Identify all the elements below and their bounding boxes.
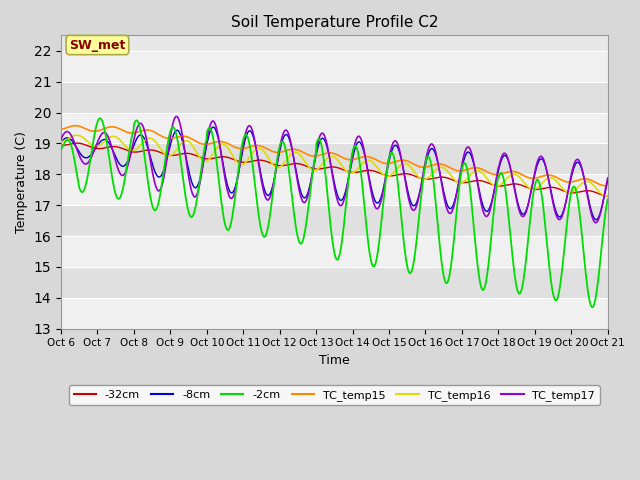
Bar bbox=[61, 51, 608, 82]
Bar bbox=[61, 144, 608, 174]
Bar bbox=[61, 267, 608, 298]
X-axis label: Time: Time bbox=[319, 354, 349, 367]
Text: SW_met: SW_met bbox=[69, 38, 125, 51]
Y-axis label: Temperature (C): Temperature (C) bbox=[15, 131, 28, 233]
Bar bbox=[61, 174, 608, 205]
Bar bbox=[61, 112, 608, 144]
Legend: -32cm, -8cm, -2cm, TC_temp15, TC_temp16, TC_temp17: -32cm, -8cm, -2cm, TC_temp15, TC_temp16,… bbox=[69, 385, 600, 405]
Bar bbox=[61, 298, 608, 329]
Bar bbox=[61, 236, 608, 267]
Title: Soil Temperature Profile C2: Soil Temperature Profile C2 bbox=[230, 15, 438, 30]
Bar bbox=[61, 205, 608, 236]
Bar bbox=[61, 82, 608, 112]
